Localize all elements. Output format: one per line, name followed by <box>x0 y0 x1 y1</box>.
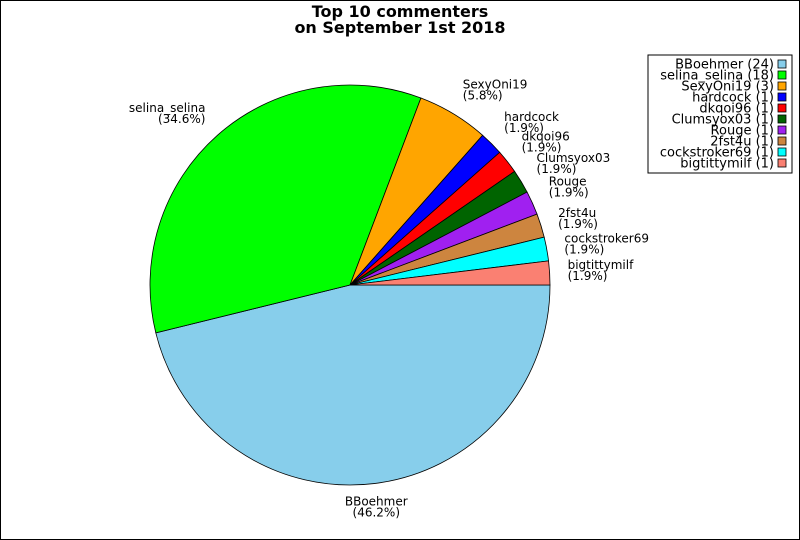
slice-pct-bboehmer: (46.2%) <box>353 505 400 519</box>
legend-swatch-rouge <box>777 125 787 135</box>
legend-entry-clumsyox03: Clumsyox03 (1) <box>672 113 774 128</box>
legend-swatch-bboehmer <box>777 59 787 69</box>
legend-swatch-selina-selina <box>777 70 787 80</box>
legend-entry-sexyoni19: SexyOni19 (3) <box>681 80 774 95</box>
chart-title-line-2: on September 1st 2018 <box>294 18 505 37</box>
slice-pct-dkqoi96: (1.9%) <box>522 141 562 155</box>
legend-entry-bigtittymilf: bigtittymilf (1) <box>680 157 774 172</box>
legend-swatch-hardcock <box>777 92 787 102</box>
slice-selina-selina <box>149 84 422 334</box>
slice-pct-selina-selina: (34.6%) <box>158 112 205 126</box>
legend-swatch-2fst4u <box>777 136 787 146</box>
slice-pct-clumsyox03: (1.9%) <box>537 162 577 176</box>
chart-title-line-1: Top 10 commenters <box>312 2 489 21</box>
legend-entry-rouge: Rouge (1) <box>711 124 774 139</box>
slice-pct-hardcock: (1.9%) <box>504 121 544 135</box>
slice-label-bigtittymilf: bigtittymilf <box>568 258 634 272</box>
legend-swatch-bigtittymilf <box>777 158 787 168</box>
legend-entry-bboehmer: BBoehmer (24) <box>675 58 774 73</box>
slice-bboehmer <box>155 284 551 486</box>
slice-label-selina-selina: selina_selina <box>129 101 206 115</box>
slice-label-rouge: Rouge <box>549 175 587 189</box>
legend-entry-selina-selina: selina_selina (18) <box>660 69 774 84</box>
slice-label-clumsyox03: Clumsyox03 <box>537 151 611 165</box>
slice-bigtittymilf <box>349 260 551 286</box>
slice-label-bboehmer: BBoehmer <box>345 494 408 508</box>
legend-swatch-sexyoni19 <box>777 81 787 91</box>
legend-swatch-clumsyox03 <box>777 114 787 124</box>
legend-box <box>647 54 793 174</box>
slice-pct-sexyoni19: (5.8%) <box>463 88 503 102</box>
legend-entry-dkqoi96: dkqoi96 (1) <box>699 102 774 117</box>
legend-swatch-cockstroker69 <box>777 147 787 157</box>
slice-label-hardcock: hardcock <box>504 110 559 124</box>
slice-label-dkqoi96: dkqoi96 <box>522 130 570 144</box>
slice-pct-rouge: (1.9%) <box>549 186 589 200</box>
slice-pct-cockstroker69: (1.9%) <box>564 243 604 257</box>
slice-pct-bigtittymilf: (1.9%) <box>568 269 608 283</box>
legend: BBoehmer (24)selina_selina (18)SexyOni19… <box>647 54 793 174</box>
legend-entry-2fst4u: 2fst4u (1) <box>710 135 774 150</box>
slice-label-2fst4u: 2fst4u <box>558 206 596 220</box>
legend-entry-cockstroker69: cockstroker69 (1) <box>660 146 774 161</box>
slice-label-cockstroker69: cockstroker69 <box>564 232 649 246</box>
legend-entry-hardcock: hardcock (1) <box>692 91 774 106</box>
slice-label-sexyoni19: SexyOni19 <box>463 77 528 91</box>
pie-slices <box>149 84 551 486</box>
slice-pct-2fst4u: (1.9%) <box>558 217 598 231</box>
slice-labels: BBoehmer(46.2%) selina_selina(34.6%) SexyO… <box>129 77 649 519</box>
legend-swatch-dkqoi96 <box>777 103 787 113</box>
